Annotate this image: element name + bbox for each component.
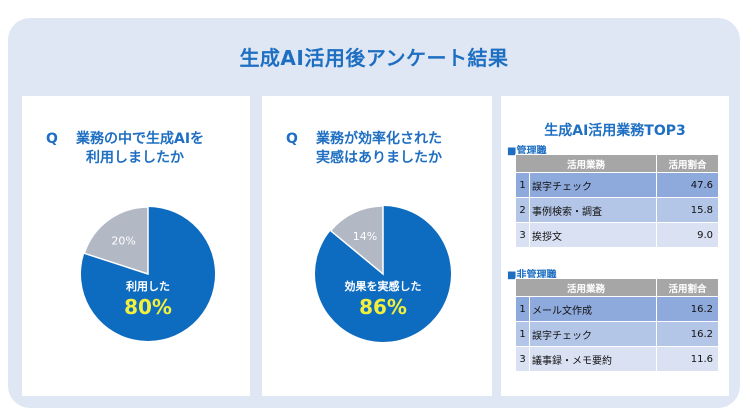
rank-cell: 3: [515, 346, 530, 372]
ratio-cell: 16.2: [656, 321, 719, 347]
task-cell: 挨拶文: [529, 222, 657, 248]
pie-chart-efficiency: 効果を実感した 86% 14%: [315, 205, 452, 343]
table-row: 2 事例検索・調査 15.8: [515, 197, 719, 223]
pie-chart-usage: 利用した 80% 20%: [81, 206, 216, 341]
question-line-1: 業務が効率化された: [316, 131, 442, 147]
ratio-cell: 9.0: [656, 222, 719, 248]
rank-cell: 1: [515, 321, 530, 347]
table-row: 1 誤字チェック 47.6: [515, 172, 719, 198]
task-cell: 誤字チェック: [529, 321, 657, 347]
question-mark: Q: [286, 131, 298, 147]
question-card-usage: Q 業務の中で生成AIを 利用しましたか 利用した 80% 20%: [22, 96, 250, 396]
pie-percent-used: 80%: [124, 295, 172, 319]
column-header-task: 活用業務: [515, 278, 657, 297]
column-header-ratio: 活用割合: [656, 278, 719, 297]
ratio-cell: 11.6: [656, 346, 719, 372]
ratio-cell: 16.2: [656, 296, 719, 322]
task-cell: 議事録・メモ要約: [529, 346, 657, 372]
rank-cell: 2: [515, 197, 530, 223]
question-text: 業務の中で生成AIを 利用しましたか: [76, 130, 246, 168]
ratio-cell: 47.6: [656, 172, 719, 198]
column-header-ratio: 活用割合: [656, 154, 719, 173]
top3-card: 生成AI活用業務TOP3 ■管理職 活用業務 活用割合 1 誤字チェック 47.…: [501, 96, 729, 396]
top3-table-non-managers: 活用業務 活用割合 1 メール文作成 16.2 1 誤字チェック 16.2 3 …: [515, 278, 719, 372]
table-header-row: 活用業務 活用割合: [515, 154, 719, 173]
column-header-task: 活用業務: [515, 154, 657, 173]
table-row: 3 議事録・メモ要約 11.6: [515, 346, 719, 372]
task-cell: メール文作成: [529, 296, 657, 322]
pie-percent-no-effect: 14%: [353, 230, 377, 243]
question-text: 業務が効率化された 実感はありましたか: [316, 130, 486, 168]
rank-cell: 3: [515, 222, 530, 248]
rank-cell: 1: [515, 172, 530, 198]
table-row: 3 挨拶文 9.0: [515, 222, 719, 248]
rank-cell: 1: [515, 296, 530, 322]
question-line-2: 実感はありましたか: [316, 150, 442, 166]
pie-percent-not-used: 20%: [111, 234, 135, 247]
question-line-2: 利用しましたか: [86, 150, 184, 166]
pie-label-felt-effect: 効果を実感した: [345, 279, 422, 293]
table-row: 1 メール文作成 16.2: [515, 296, 719, 322]
table-header-row: 活用業務 活用割合: [515, 278, 719, 297]
table-row: 1 誤字チェック 16.2: [515, 321, 719, 347]
section-label-non-managers: ■非管理職: [507, 270, 557, 281]
top3-title: 生成AI活用業務TOP3: [544, 123, 686, 139]
question-card-efficiency: Q 業務が効率化された 実感はありましたか 効果を実感した 86% 14%: [262, 96, 492, 396]
section-label-managers: ■管理職: [507, 146, 547, 157]
pie-slice-no-effect: [329, 205, 384, 276]
task-cell: 誤字チェック: [529, 172, 657, 198]
pie-slice-not-used: [83, 206, 149, 276]
survey-panel: 生成AI活用後アンケート結果 Q 業務の中で生成AIを 利用しましたか 利用した…: [8, 18, 740, 408]
task-cell: 事例検索・調査: [529, 197, 657, 223]
page-title: 生成AI活用後アンケート結果: [239, 46, 509, 70]
pie-label-used: 利用した: [126, 279, 170, 293]
pie-percent-felt-effect: 86%: [359, 295, 407, 319]
question-line-1: 業務の中で生成AIを: [76, 131, 205, 147]
question-mark: Q: [46, 131, 58, 147]
ratio-cell: 15.8: [656, 197, 719, 223]
top3-table-managers: 活用業務 活用割合 1 誤字チェック 47.6 2 事例検索・調査 15.8 3…: [515, 154, 719, 248]
